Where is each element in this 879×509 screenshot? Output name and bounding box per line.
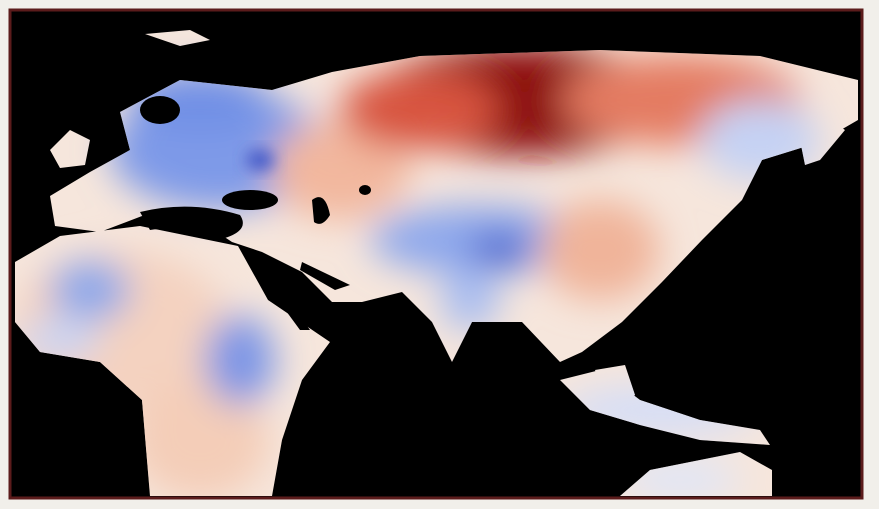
seas — [140, 96, 371, 330]
